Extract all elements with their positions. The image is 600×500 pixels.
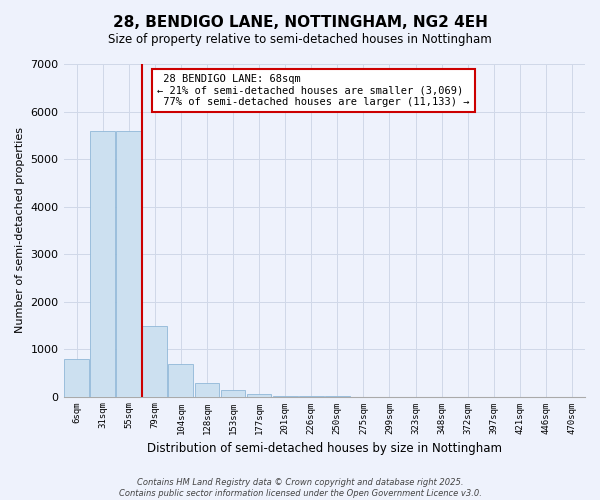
Text: Size of property relative to semi-detached houses in Nottingham: Size of property relative to semi-detach… bbox=[108, 32, 492, 46]
Bar bbox=[142, 326, 167, 396]
Text: 28 BENDIGO LANE: 68sqm
← 21% of semi-detached houses are smaller (3,069)
 77% of: 28 BENDIGO LANE: 68sqm ← 21% of semi-det… bbox=[157, 74, 470, 107]
Bar bbox=[169, 364, 193, 396]
Bar bbox=[90, 130, 115, 396]
Text: Contains HM Land Registry data © Crown copyright and database right 2025.
Contai: Contains HM Land Registry data © Crown c… bbox=[119, 478, 481, 498]
Y-axis label: Number of semi-detached properties: Number of semi-detached properties bbox=[15, 128, 25, 334]
Text: 28, BENDIGO LANE, NOTTINGHAM, NG2 4EH: 28, BENDIGO LANE, NOTTINGHAM, NG2 4EH bbox=[113, 15, 487, 30]
Bar bbox=[64, 358, 89, 397]
Bar bbox=[194, 384, 220, 396]
Bar bbox=[221, 390, 245, 396]
X-axis label: Distribution of semi-detached houses by size in Nottingham: Distribution of semi-detached houses by … bbox=[147, 442, 502, 455]
Bar bbox=[247, 394, 271, 396]
Bar bbox=[116, 132, 141, 396]
